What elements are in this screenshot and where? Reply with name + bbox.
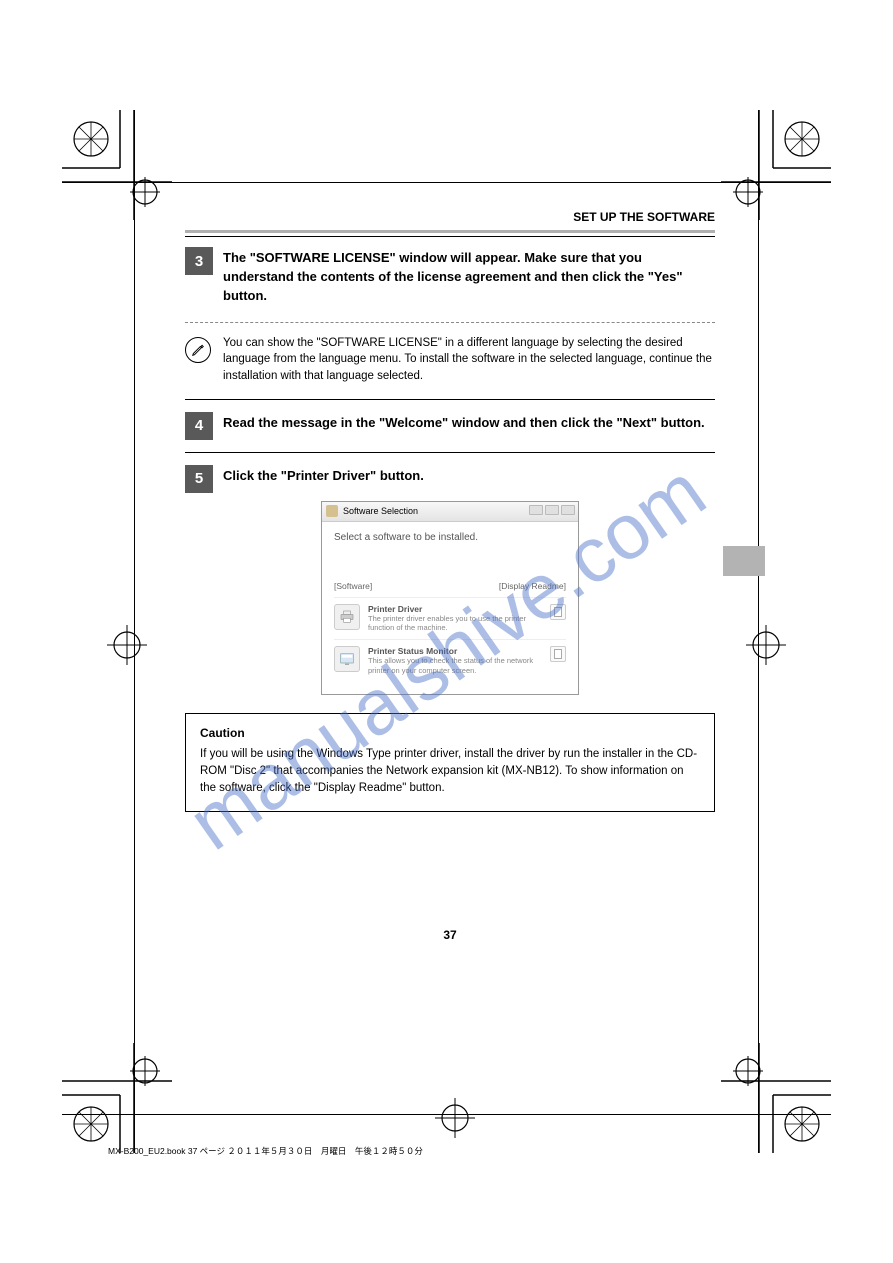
- dialog-label-row: [Software] [Display Readme]: [334, 581, 566, 591]
- dashed-separator: [185, 322, 715, 323]
- step-text: Click the "Printer Driver" button.: [223, 465, 715, 486]
- chapter-tab: [723, 546, 765, 576]
- registration-mark-tr: [721, 110, 831, 220]
- display-readme-label: [Display Readme]: [499, 581, 566, 591]
- crop-line: [62, 182, 831, 183]
- software-item-status-monitor[interactable]: Printer Status Monitor This allows you t…: [334, 639, 566, 682]
- item-desc: This allows you to check the status of t…: [368, 656, 546, 676]
- software-selection-dialog: Software Selection Select a software to …: [321, 501, 579, 695]
- readme-icon[interactable]: [550, 604, 566, 620]
- item-title: Printer Driver: [368, 604, 546, 614]
- readme-icon[interactable]: [550, 646, 566, 662]
- monitor-icon: [334, 646, 360, 672]
- window-buttons: [529, 505, 575, 515]
- step-number: 3: [185, 247, 213, 275]
- registration-mark-ml: [102, 620, 152, 670]
- caution-box: Caution If you will be using the Windows…: [185, 713, 715, 813]
- crop-line: [134, 110, 135, 1153]
- software-label: [Software]: [334, 581, 372, 591]
- step-text: Read the message in the "Welcome" window…: [223, 412, 715, 433]
- registration-mark-bl: [62, 1043, 172, 1153]
- crop-line: [758, 110, 759, 1153]
- note: You can show the "SOFTWARE LICENSE" in a…: [185, 335, 715, 385]
- dialog-titlebar: Software Selection: [322, 502, 578, 522]
- note-text: You can show the "SOFTWARE LICENSE" in a…: [223, 335, 715, 385]
- dialog-heading: Select a software to be installed.: [334, 532, 566, 543]
- separator-line: [185, 399, 715, 400]
- page-number: 37: [443, 928, 456, 942]
- registration-mark-mr: [741, 620, 791, 670]
- registration-mark-br: [721, 1043, 831, 1153]
- header-rule-thin: [185, 236, 715, 237]
- registration-mark-bm: [430, 1093, 480, 1143]
- page-content: SET UP THE SOFTWARE 3 The "SOFTWARE LICE…: [185, 210, 715, 812]
- section-header: SET UP THE SOFTWARE: [185, 210, 715, 224]
- registration-mark-tl: [62, 110, 172, 220]
- header-rule-thick: [185, 230, 715, 233]
- crop-line: [62, 1114, 831, 1115]
- step-number: 4: [185, 412, 213, 440]
- printer-icon: [334, 604, 360, 630]
- step-number: 5: [185, 465, 213, 493]
- software-item-printer-driver[interactable]: Printer Driver The printer driver enable…: [334, 597, 566, 640]
- separator-line: [185, 452, 715, 453]
- caution-body: If you will be using the Windows Type pr…: [200, 746, 700, 798]
- caution-title: Caution: [200, 726, 700, 740]
- item-title: Printer Status Monitor: [368, 646, 546, 656]
- item-desc: The printer driver enables you to use th…: [368, 614, 546, 634]
- dialog-title: Software Selection: [343, 506, 418, 516]
- step-text: The "SOFTWARE LICENSE" window will appea…: [223, 247, 715, 306]
- step-5: 5 Click the "Printer Driver" button.: [185, 465, 715, 493]
- print-job-footer: MX-B200_EU2.book 37 ページ ２０１１年５月３０日 月曜日 午…: [108, 1145, 423, 1157]
- pencil-icon: [185, 337, 211, 363]
- step-4: 4 Read the message in the "Welcome" wind…: [185, 412, 715, 440]
- step-3: 3 The "SOFTWARE LICENSE" window will app…: [185, 247, 715, 306]
- app-icon: [326, 505, 338, 517]
